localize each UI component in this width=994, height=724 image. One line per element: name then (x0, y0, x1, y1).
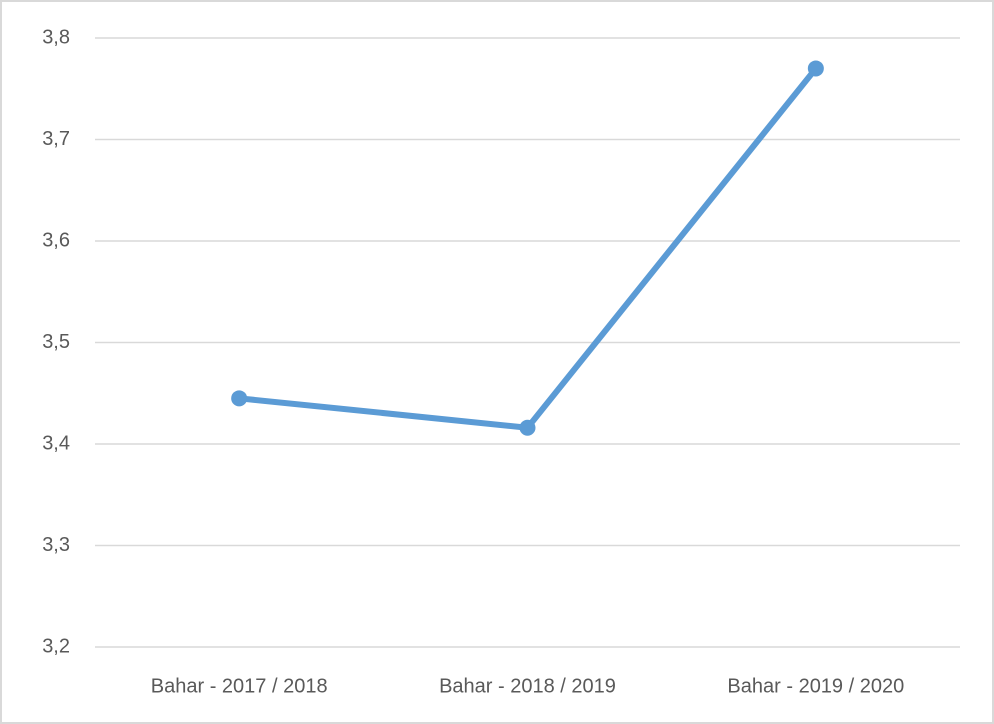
y-tick-label: 3,5 (42, 331, 70, 353)
x-tick-label: Bahar - 2018 / 2019 (439, 675, 616, 697)
y-tick-label: 3,4 (42, 432, 70, 454)
y-tick-label: 3,7 (42, 128, 70, 150)
x-tick-label: Bahar - 2019 / 2020 (727, 675, 904, 697)
y-tick-label: 3,3 (42, 534, 70, 556)
y-tick-label: 3,2 (42, 635, 70, 657)
y-tick-label: 3,6 (42, 229, 70, 251)
x-tick-label: Bahar - 2017 / 2018 (151, 675, 328, 697)
marker (231, 390, 248, 407)
marker (807, 60, 824, 77)
y-tick-label: 3,8 (42, 26, 70, 48)
marker (519, 419, 536, 436)
